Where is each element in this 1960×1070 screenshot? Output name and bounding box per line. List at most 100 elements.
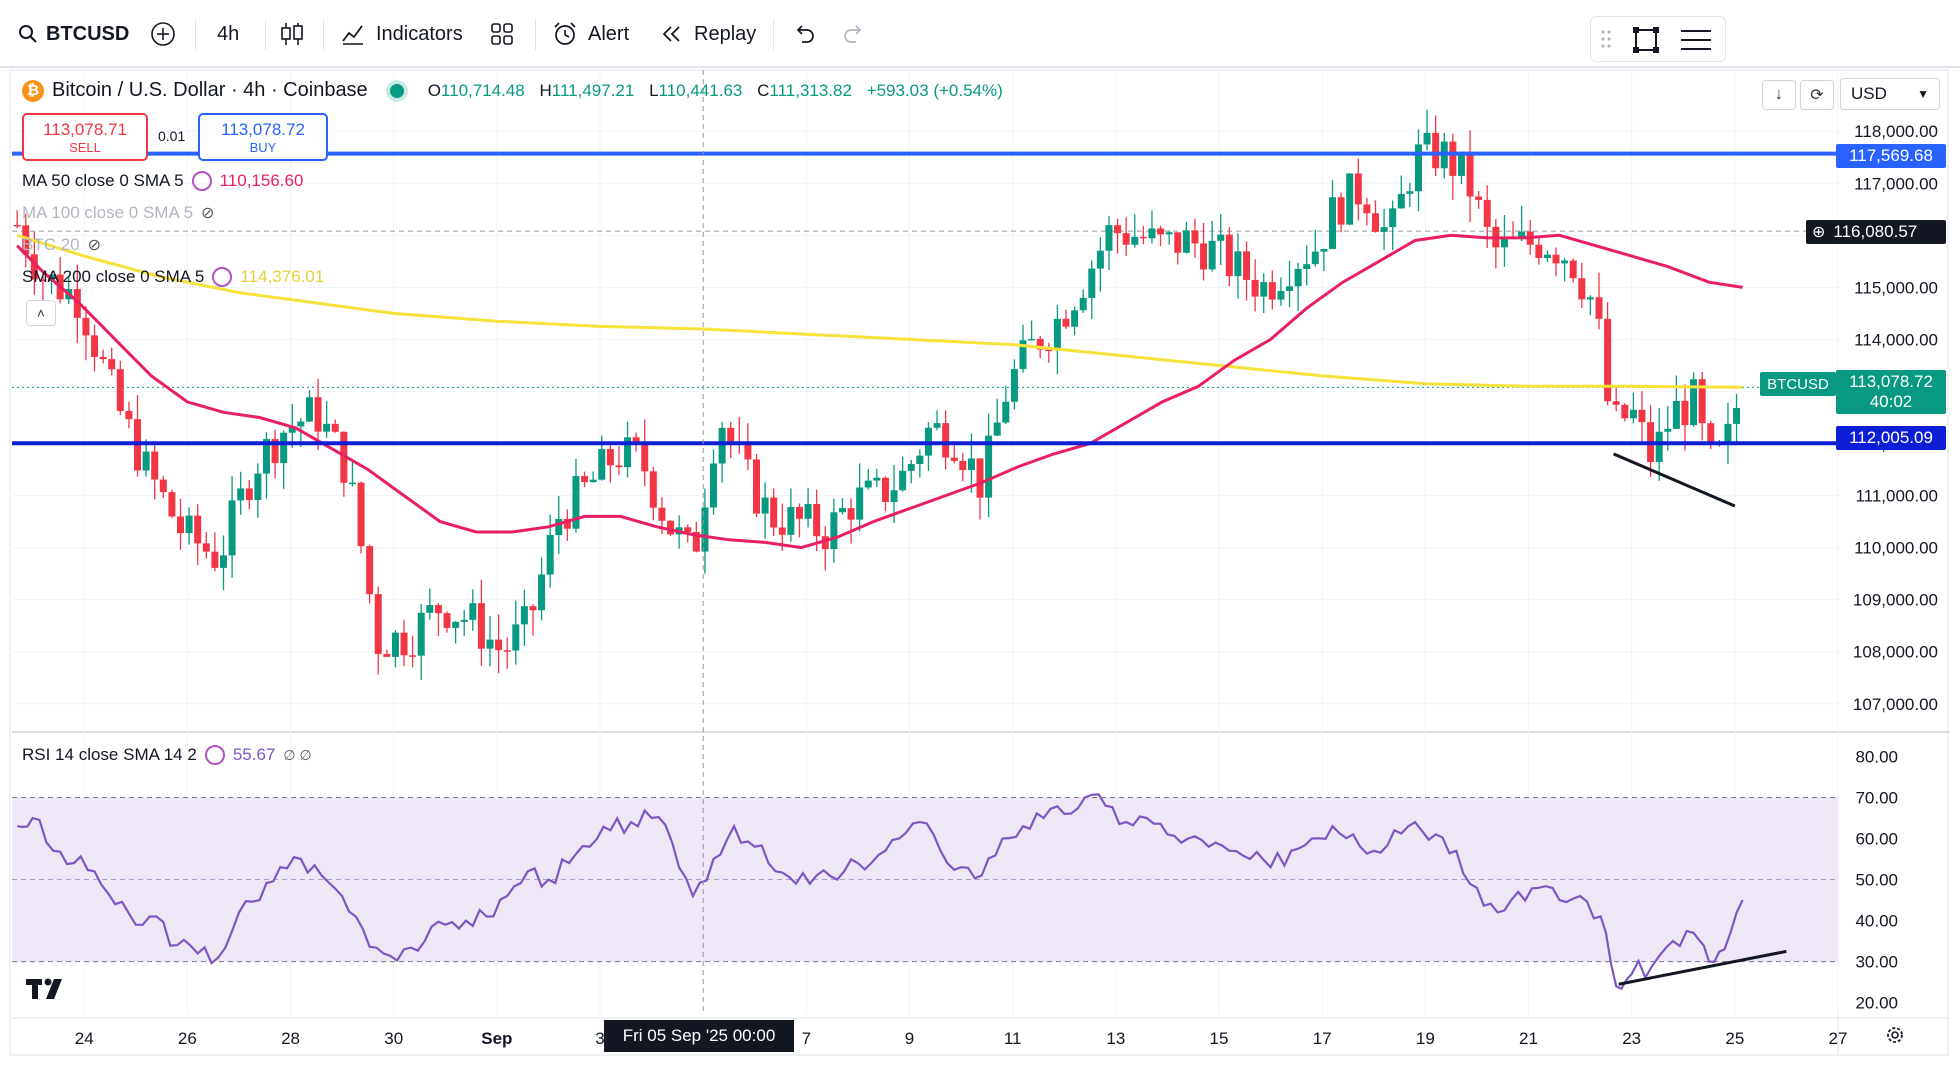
candle-body — [1225, 234, 1233, 277]
candle-body — [1303, 264, 1311, 269]
price-tick-label: 117,000.00 — [1854, 174, 1938, 193]
time-tick-label: 23 — [1622, 1029, 1641, 1048]
change-value: +593.03 (+0.54%) — [866, 80, 1003, 100]
rsi-tick-label: 50.00 — [1855, 871, 1898, 890]
time-tick-label: 26 — [178, 1029, 197, 1048]
indicators-icon — [340, 21, 366, 47]
candle-body — [512, 624, 520, 651]
candle-body — [1174, 232, 1182, 253]
indicator-ma100[interactable]: MA 100 close 0 SMA 5 ⊘ — [22, 203, 214, 223]
close-label: C — [757, 80, 770, 100]
menu-lines-icon[interactable] — [1679, 25, 1713, 60]
candle-body — [701, 507, 709, 552]
candle-body — [219, 555, 227, 568]
candle-body — [1707, 423, 1715, 444]
bar-countdown: 40:02 — [1869, 392, 1913, 411]
indicator-btc20[interactable]: BTC 20 ⊘ — [22, 235, 101, 255]
indicators-button[interactable]: Indicators — [340, 18, 463, 50]
candle-body — [563, 519, 571, 529]
crosshair-price-tag[interactable]: ⊕ 116,080.57 — [1806, 220, 1946, 244]
spread-value: 0.01 — [158, 128, 186, 144]
market-status-icon — [389, 83, 404, 98]
candle-body — [426, 605, 434, 613]
price-tick-label: 114,000.00 — [1854, 330, 1938, 349]
candle-body — [1698, 379, 1706, 424]
candle-body — [1690, 379, 1698, 426]
candle-body — [288, 426, 296, 433]
candle-body — [1621, 404, 1629, 419]
price-tick-label: 115,000.00 — [1854, 278, 1938, 297]
rsi-legend[interactable]: RSI 14 close SMA 14 2 55.67 ∅ ∅ — [22, 745, 312, 765]
candle-body — [99, 356, 107, 360]
sell-price: 113,078.71 — [43, 119, 127, 139]
time-tick-label: 24 — [75, 1029, 94, 1048]
candle-body — [91, 335, 99, 357]
cycle-icon — [191, 171, 212, 191]
candle-body — [486, 639, 494, 649]
redo-button[interactable] — [842, 18, 866, 50]
candle-body — [391, 632, 399, 657]
candle-body — [942, 423, 950, 458]
candle-body — [1466, 151, 1474, 197]
refresh-icon: ⟳ — [1810, 87, 1824, 104]
drag-handle-icon[interactable] — [1601, 29, 1611, 54]
axis-settings-button[interactable] — [1884, 1024, 1906, 1051]
open-label: O — [427, 80, 441, 100]
currency-select[interactable]: USD ▼ — [1840, 78, 1940, 110]
rsi-tick-label: 60.00 — [1855, 830, 1898, 849]
bitcoin-logo-icon: ₿ — [22, 79, 44, 102]
candle-body — [615, 465, 623, 468]
buy-button[interactable]: 113,078.72 BUY — [198, 113, 328, 161]
chart-border — [9, 69, 1949, 1056]
collapse-legend-button[interactable]: ˄ — [26, 300, 56, 326]
indicator-sma200[interactable]: SMA 200 close 0 SMA 5 114,376.01 — [22, 267, 324, 287]
candle-body — [1406, 191, 1414, 194]
collapse-header-button[interactable]: ↓ — [1762, 80, 1796, 110]
candle-body — [185, 515, 193, 534]
candle-body — [727, 427, 735, 442]
refresh-button[interactable]: ⟳ — [1800, 80, 1834, 110]
rsi-tick-label: 20.00 — [1855, 994, 1898, 1013]
indicators-label: Indicators — [376, 22, 463, 45]
candle-body — [30, 254, 38, 280]
rsi-trendline — [1618, 949, 1787, 986]
interval-button[interactable]: 4h — [217, 22, 240, 45]
replay-button[interactable]: Replay — [660, 18, 756, 50]
candle-body — [1363, 204, 1371, 214]
chart-type-button[interactable] — [280, 18, 304, 50]
candle-body — [400, 632, 408, 656]
candle-body — [1010, 369, 1018, 402]
candle-body — [460, 619, 468, 622]
crosshair-price: 116,080.57 — [1833, 222, 1918, 241]
plus-circle-icon[interactable]: ⊕ — [1812, 224, 1826, 241]
sell-button[interactable]: 113,078.71 SELL — [22, 113, 148, 161]
rectangle-select-icon[interactable] — [1631, 25, 1661, 60]
candle-body — [821, 536, 829, 550]
indicator-ma50[interactable]: MA 50 close 0 SMA 5 110,156.60 — [22, 171, 303, 191]
layouts-button[interactable] — [490, 18, 514, 50]
candle-body — [271, 439, 279, 464]
alert-button[interactable]: Alert — [552, 18, 629, 50]
candle-body — [1320, 249, 1328, 252]
open-value: 110,714.48 — [440, 80, 525, 100]
candle-body — [331, 423, 339, 432]
candle-body — [452, 621, 460, 628]
eye-hidden-icon[interactable]: ⊘ — [201, 205, 215, 222]
symbol-search[interactable]: BTCUSD — [18, 18, 129, 50]
crosshair-date-tag: Fri 05 Sep '25 00:00 — [604, 1020, 794, 1052]
candle-body — [1268, 282, 1276, 300]
undo-button[interactable] — [792, 18, 816, 50]
search-icon — [18, 24, 38, 44]
rsi-tick-label: 30.00 — [1855, 953, 1898, 972]
eye-hidden-icon[interactable]: ⊘ — [87, 237, 102, 254]
compare-symbol-button[interactable] — [150, 18, 176, 50]
candle-body — [1260, 282, 1268, 297]
candle-body — [1457, 151, 1465, 176]
candle-body — [976, 458, 984, 498]
time-tick-label: 21 — [1519, 1029, 1538, 1048]
candle-body — [624, 437, 632, 468]
candle-body — [959, 460, 967, 471]
candle-body — [1157, 228, 1165, 235]
candle-body — [194, 515, 202, 544]
cycle-icon — [204, 745, 225, 765]
